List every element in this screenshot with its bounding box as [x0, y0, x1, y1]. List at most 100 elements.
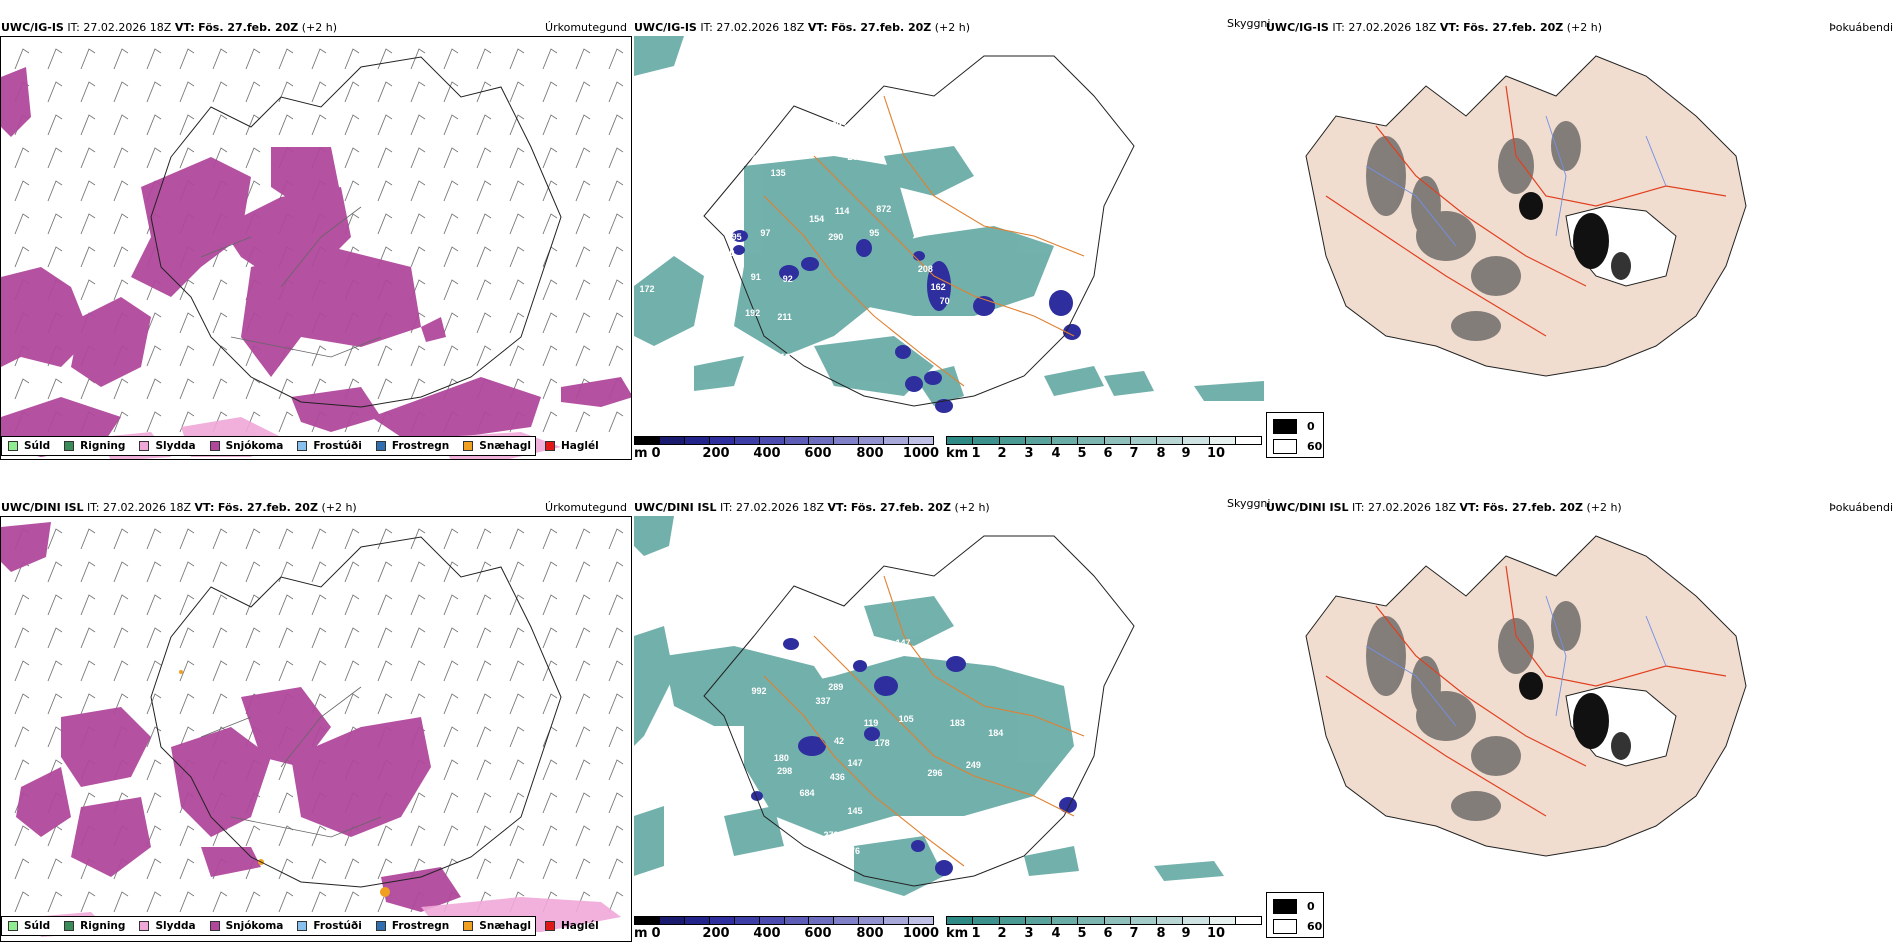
colorbar-cell — [1235, 437, 1261, 444]
colorbar-cell — [709, 437, 735, 444]
legend-swatch — [8, 441, 18, 451]
colorbar-tick-label: 7 — [1129, 446, 1139, 461]
wind-barb — [47, 726, 63, 748]
wind-barb — [410, 48, 426, 70]
wind-barb — [509, 345, 525, 367]
ceiling-label: 441 — [751, 154, 766, 164]
wind-barb — [542, 147, 558, 169]
wind-barb — [377, 114, 393, 136]
wind-barb — [80, 48, 96, 70]
wind-barb — [575, 81, 591, 103]
fog-key-row: 60 — [1273, 919, 1322, 934]
wind-barb — [443, 693, 459, 715]
wind-barb — [377, 825, 393, 847]
wind-barb — [443, 246, 459, 268]
fog-key-top: 0 60 — [1266, 412, 1324, 458]
wind-barb — [608, 792, 624, 814]
colorbar-tick-label: 5 — [1077, 446, 1087, 461]
wind-barb — [14, 627, 30, 649]
wind-barb — [278, 411, 294, 433]
wind-barb — [14, 147, 30, 169]
fog-key-row: 0 — [1273, 899, 1315, 914]
legend-swatch — [64, 441, 75, 451]
colorbar-tick-label: 10 — [1206, 926, 1226, 941]
wind-barb — [113, 378, 129, 400]
wind-barb — [179, 627, 195, 649]
wind-barb — [80, 213, 96, 235]
wind-barb — [410, 213, 426, 235]
wind-barb — [113, 891, 129, 913]
roads — [1325, 85, 1727, 337]
fog-svg-top — [1305, 55, 1747, 377]
ceiling-label: 95 — [732, 232, 742, 242]
wind-barb — [377, 213, 393, 235]
colorbar-cell — [1078, 917, 1105, 924]
legend-label: Haglél — [560, 920, 599, 932]
wind-barb — [509, 213, 525, 235]
wind-barb — [245, 81, 261, 103]
colorbar-cell — [1052, 917, 1079, 924]
wind-barb — [47, 180, 63, 202]
wind-barb — [278, 891, 294, 913]
colorbar-cell — [859, 437, 885, 444]
wind-barb — [278, 627, 294, 649]
wind-barb — [542, 792, 558, 814]
colorbar-tick-label: 400 — [753, 926, 781, 941]
colorbar-cell — [973, 917, 1000, 924]
wind-barb — [410, 147, 426, 169]
colorbar-unit: m — [634, 926, 648, 941]
roads — [763, 575, 1085, 867]
it-label: IT: — [1332, 21, 1345, 34]
wind-barb — [542, 594, 558, 616]
wind-barb — [542, 627, 558, 649]
ceiling-label: 154 — [809, 214, 824, 224]
colorbar-cell — [884, 917, 910, 924]
colorbar-cell — [1209, 917, 1236, 924]
wind-barb — [179, 411, 195, 433]
ceiling-label: 82 — [757, 346, 767, 356]
wind-barb — [476, 660, 492, 682]
wind-barb — [344, 594, 360, 616]
wind-barb — [146, 345, 162, 367]
wind-barb — [575, 528, 591, 550]
wind-barb — [575, 561, 591, 583]
wind-barb — [179, 891, 195, 913]
legend-item: Slydda — [139, 920, 196, 932]
legend-label: Súld — [24, 920, 51, 932]
wind-barb — [608, 726, 624, 748]
colorbar-tick-label: 200 — [702, 926, 730, 941]
colorbar-tick-label: 2 — [997, 446, 1007, 461]
ceiling-label: 208 — [918, 264, 933, 274]
ceiling-label: 684 — [799, 788, 814, 798]
wind-barb — [113, 561, 129, 583]
colorbar-cell — [784, 437, 810, 444]
wind-barb — [212, 627, 228, 649]
wind-barb — [179, 726, 195, 748]
colorbar-cell — [759, 437, 785, 444]
wind-barb — [344, 180, 360, 202]
legend-swatch — [209, 921, 220, 931]
ceiling-label: 105 — [863, 826, 878, 836]
wind-barb — [146, 693, 162, 715]
wind-barb — [311, 345, 327, 367]
colorbar-tick-label: 1 — [971, 926, 981, 941]
wind-barb — [212, 279, 228, 301]
colorbar-cell — [1235, 917, 1261, 924]
wind-barb — [410, 528, 426, 550]
fog-black-cell — [1573, 693, 1609, 749]
ceiling-label: 113 — [776, 352, 791, 362]
ceiling-colorbar-labels: m 0 200 400 600 800 1000 — [634, 445, 939, 461]
wind-barb — [311, 561, 327, 583]
legend-label: Rigning — [80, 440, 126, 452]
wind-barb — [575, 660, 591, 682]
wind-barb — [245, 627, 261, 649]
wind-barb — [608, 147, 624, 169]
vt-label: VT: — [807, 21, 828, 34]
wind-barb — [608, 81, 624, 103]
fog-key-label: 60 — [1307, 920, 1323, 933]
wind-barb — [113, 114, 129, 136]
wind-barb — [608, 213, 624, 235]
wind-barb — [146, 528, 162, 550]
wind-barb — [47, 693, 63, 715]
wind-barb — [509, 660, 525, 682]
